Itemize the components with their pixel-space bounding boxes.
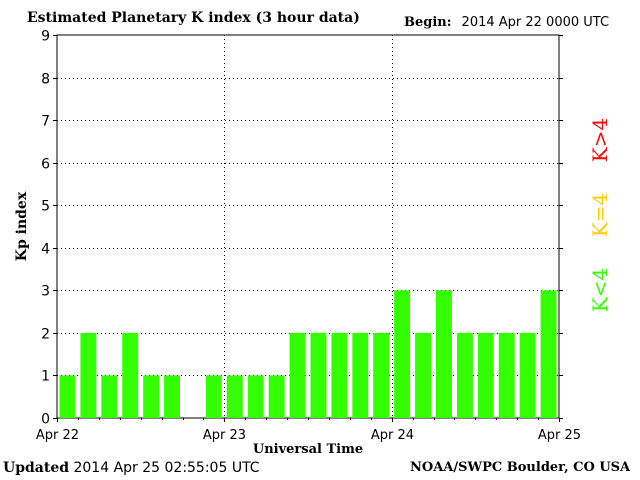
bar	[519, 332, 536, 418]
begin-label: Begin:	[404, 15, 452, 30]
x-axis-label: Universal Time	[253, 442, 363, 457]
y-tick-label: 0	[41, 412, 50, 428]
y-axis-ticks: 0 1 2 3 4 5 6 7 8 9	[41, 29, 563, 428]
y-tick-label: 4	[41, 242, 50, 258]
bar	[205, 375, 222, 418]
updated-label: Updated	[3, 460, 70, 476]
bar	[477, 332, 494, 418]
bar	[498, 332, 515, 418]
bar	[436, 290, 452, 418]
bar	[373, 332, 390, 418]
bar	[59, 375, 76, 418]
bar	[143, 375, 160, 418]
x-tick-label: Apr 23	[203, 428, 246, 443]
source-credit: NOAA/SWPC Boulder, CO USA	[410, 460, 631, 475]
legend-item: K=4	[588, 193, 612, 237]
bar	[122, 332, 139, 418]
bar	[540, 290, 557, 418]
y-tick-label: 5	[41, 199, 50, 215]
legend: K>4 K=4 K<4	[588, 118, 612, 312]
bar	[456, 332, 473, 418]
bar	[164, 375, 180, 418]
y-tick-label: 6	[41, 157, 50, 173]
bar	[247, 375, 264, 418]
bar	[394, 290, 411, 418]
legend-item: K>4	[588, 118, 612, 162]
bar	[415, 332, 431, 418]
chart-title: Estimated Planetary K index (3 hour data…	[27, 10, 360, 26]
x-tick-label: Apr 24	[371, 428, 414, 443]
bar	[226, 375, 243, 418]
updated-value: 2014 Apr 25 02:55:05 UTC	[73, 460, 260, 476]
y-tick-label: 3	[41, 284, 50, 300]
bar	[331, 332, 348, 418]
x-axis-ticks: Apr 22 Apr 23 Apr 24 Apr 25	[36, 418, 581, 443]
y-axis-label: Kp index	[14, 191, 30, 261]
updated-info: Updated 2014 Apr 25 02:55:05 UTC	[3, 460, 260, 476]
y-tick-label: 8	[41, 72, 50, 88]
y-tick-label: 7	[41, 114, 50, 130]
bar	[101, 375, 118, 418]
bar	[352, 332, 369, 418]
y-tick-label: 9	[41, 29, 50, 45]
bars	[59, 290, 557, 418]
bar	[310, 332, 327, 418]
legend-item: K<4	[588, 268, 612, 312]
bar	[80, 332, 97, 418]
y-tick-label: 2	[41, 327, 50, 343]
begin-info: Begin: 2014 Apr 22 0000 UTC	[404, 15, 609, 30]
y-tick-label: 1	[41, 369, 50, 385]
x-tick-label: Apr 22	[36, 428, 79, 443]
x-tick-label: Apr 25	[538, 428, 581, 443]
begin-value: 2014 Apr 22 0000 UTC	[461, 15, 610, 30]
bar	[268, 375, 285, 418]
bar	[289, 332, 306, 418]
